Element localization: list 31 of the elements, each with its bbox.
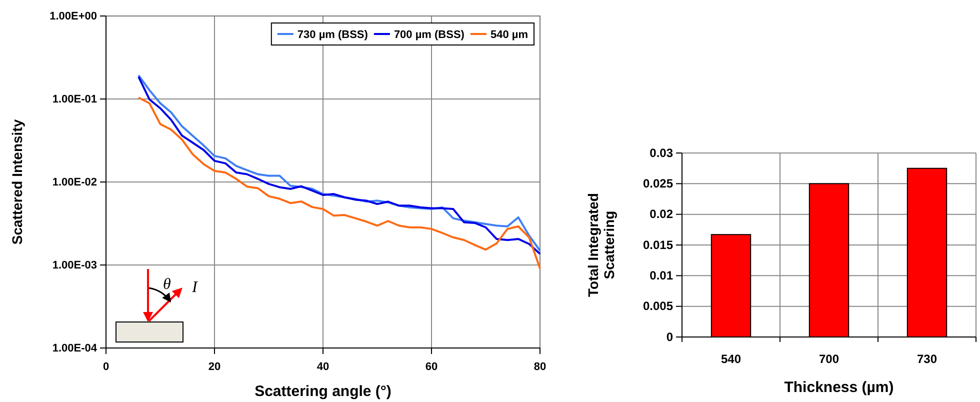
x-tick-label: 20 [208, 361, 221, 374]
scattering-diagram: θ I [116, 269, 198, 342]
y-axis-title: Total Integrated Scattering [585, 193, 618, 297]
x-axis-title: Scattering angle (°) [254, 383, 392, 400]
y-tick-label: 1.00E-03 [52, 260, 97, 272]
y-tick-label: 0.025 [642, 176, 674, 191]
y-axis-title: Scattered Intensity [9, 119, 25, 245]
y-tick-label: 1.00E+00 [50, 10, 97, 23]
y-tick-label: 0.015 [642, 238, 674, 252]
y-tick-label: 1.00E-04 [52, 342, 98, 355]
legend-label: 540 µm [490, 29, 528, 41]
x-tick-label: 540 [720, 352, 742, 366]
x-tick-label: 700 [818, 352, 840, 366]
annotation: I [191, 279, 198, 296]
x-tick-label: 60 [425, 361, 438, 374]
y-tick-label: 0.02 [650, 207, 674, 222]
y-tick-label: 1.00E-02 [52, 176, 97, 189]
legend-label: 730 µm (BSS) [297, 29, 368, 41]
y-tick-label: 0 [666, 330, 674, 344]
annotation: θ [163, 276, 171, 293]
y-tick-label: 0.005 [642, 299, 674, 314]
y-tick-label: 0.03 [650, 146, 674, 160]
line-series [138, 96, 541, 270]
x-tick-label: 730 [916, 352, 938, 366]
y-tick-label: 1.00E-01 [52, 94, 97, 106]
legend-label: 700 µm (BSS) [394, 29, 465, 41]
x-tick-label: 40 [316, 361, 330, 374]
x-tick-label: 0 [102, 361, 110, 374]
y-tick-label: 0.01 [650, 268, 674, 283]
x-tick-label: 80 [534, 361, 546, 374]
x-axis-title: Thickness (µm) [784, 379, 894, 396]
